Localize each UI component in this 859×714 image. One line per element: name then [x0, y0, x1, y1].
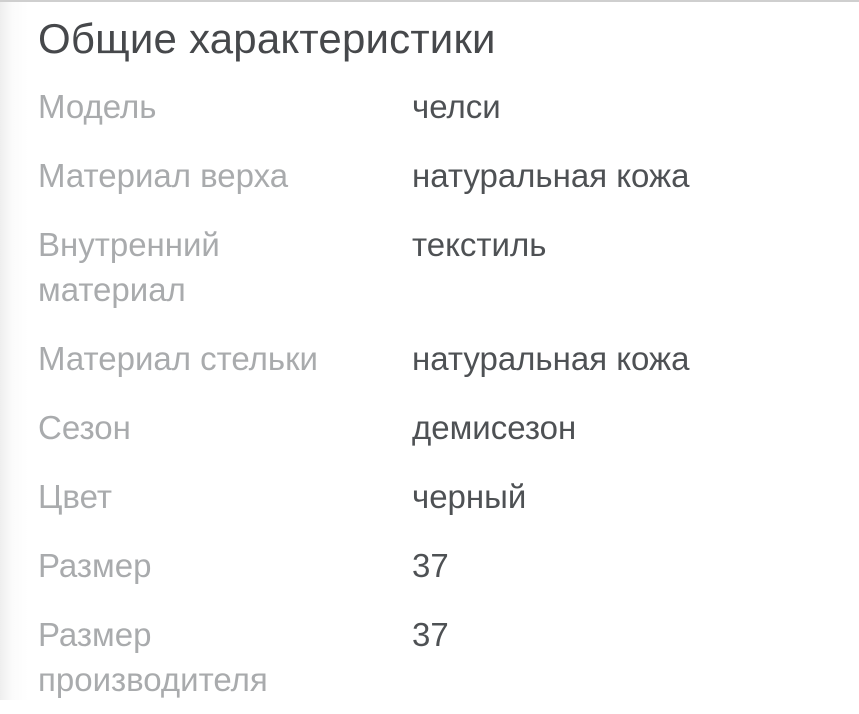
characteristic-value: демисезон [412, 409, 577, 446]
characteristic-value: натуральная кожа [412, 157, 690, 194]
characteristic-label: Материал стельки [38, 340, 318, 377]
characteristic-value: натуральная кожа [412, 340, 690, 377]
characteristic-row: Цвет черный [38, 462, 819, 531]
characteristic-row: Размер производителя 37 [38, 600, 819, 714]
left-edge-shade [0, 2, 28, 700]
characteristic-row: Материал стельки натуральная кожа [38, 324, 819, 393]
characteristic-label: Размер [38, 547, 152, 584]
characteristic-row: Сезон демисезон [38, 393, 819, 462]
characteristic-label: Размер производителя [38, 616, 268, 698]
characteristic-value: черный [412, 478, 527, 515]
characteristic-row: Размер 37 [38, 531, 819, 600]
characteristic-label: Сезон [38, 409, 131, 446]
characteristic-row: Внутренний материал текстиль [38, 210, 819, 324]
characteristic-value: 37 [412, 547, 449, 584]
characteristic-row: Модель челси [38, 72, 819, 141]
section-title: Общие характеристики [38, 15, 496, 62]
characteristic-row: Материал верха натуральная кожа [38, 141, 819, 210]
characteristics-list: Модель челси Материал верха натуральная … [38, 72, 819, 714]
characteristic-value: текстиль [412, 226, 547, 263]
characteristic-value: челси [412, 88, 501, 125]
characteristic-label: Внутренний материал [38, 226, 220, 308]
characteristic-label: Материал верха [38, 157, 289, 194]
characteristic-label: Модель [38, 88, 157, 125]
characteristic-label: Цвет [38, 478, 112, 515]
characteristic-value: 37 [412, 616, 449, 653]
